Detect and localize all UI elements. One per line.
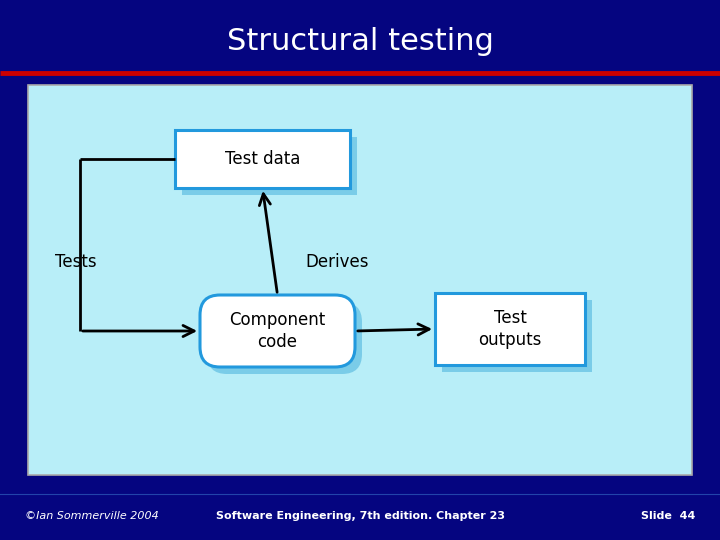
- Text: Tests: Tests: [55, 253, 96, 271]
- Text: Test
outputs: Test outputs: [478, 309, 541, 349]
- FancyBboxPatch shape: [175, 130, 350, 188]
- FancyBboxPatch shape: [28, 85, 692, 475]
- Text: Derives: Derives: [305, 253, 369, 271]
- FancyBboxPatch shape: [207, 302, 362, 374]
- FancyBboxPatch shape: [200, 295, 355, 367]
- Text: Structural testing: Structural testing: [227, 28, 493, 57]
- FancyBboxPatch shape: [182, 137, 357, 195]
- Text: Component
code: Component code: [230, 311, 325, 351]
- FancyBboxPatch shape: [435, 293, 585, 365]
- Text: Test data: Test data: [225, 150, 300, 168]
- Text: ©Ian Sommerville 2004: ©Ian Sommerville 2004: [25, 511, 158, 521]
- FancyBboxPatch shape: [442, 300, 592, 372]
- Text: Software Engineering, 7th edition. Chapter 23: Software Engineering, 7th edition. Chapt…: [215, 511, 505, 521]
- Text: Slide  44: Slide 44: [641, 511, 695, 521]
